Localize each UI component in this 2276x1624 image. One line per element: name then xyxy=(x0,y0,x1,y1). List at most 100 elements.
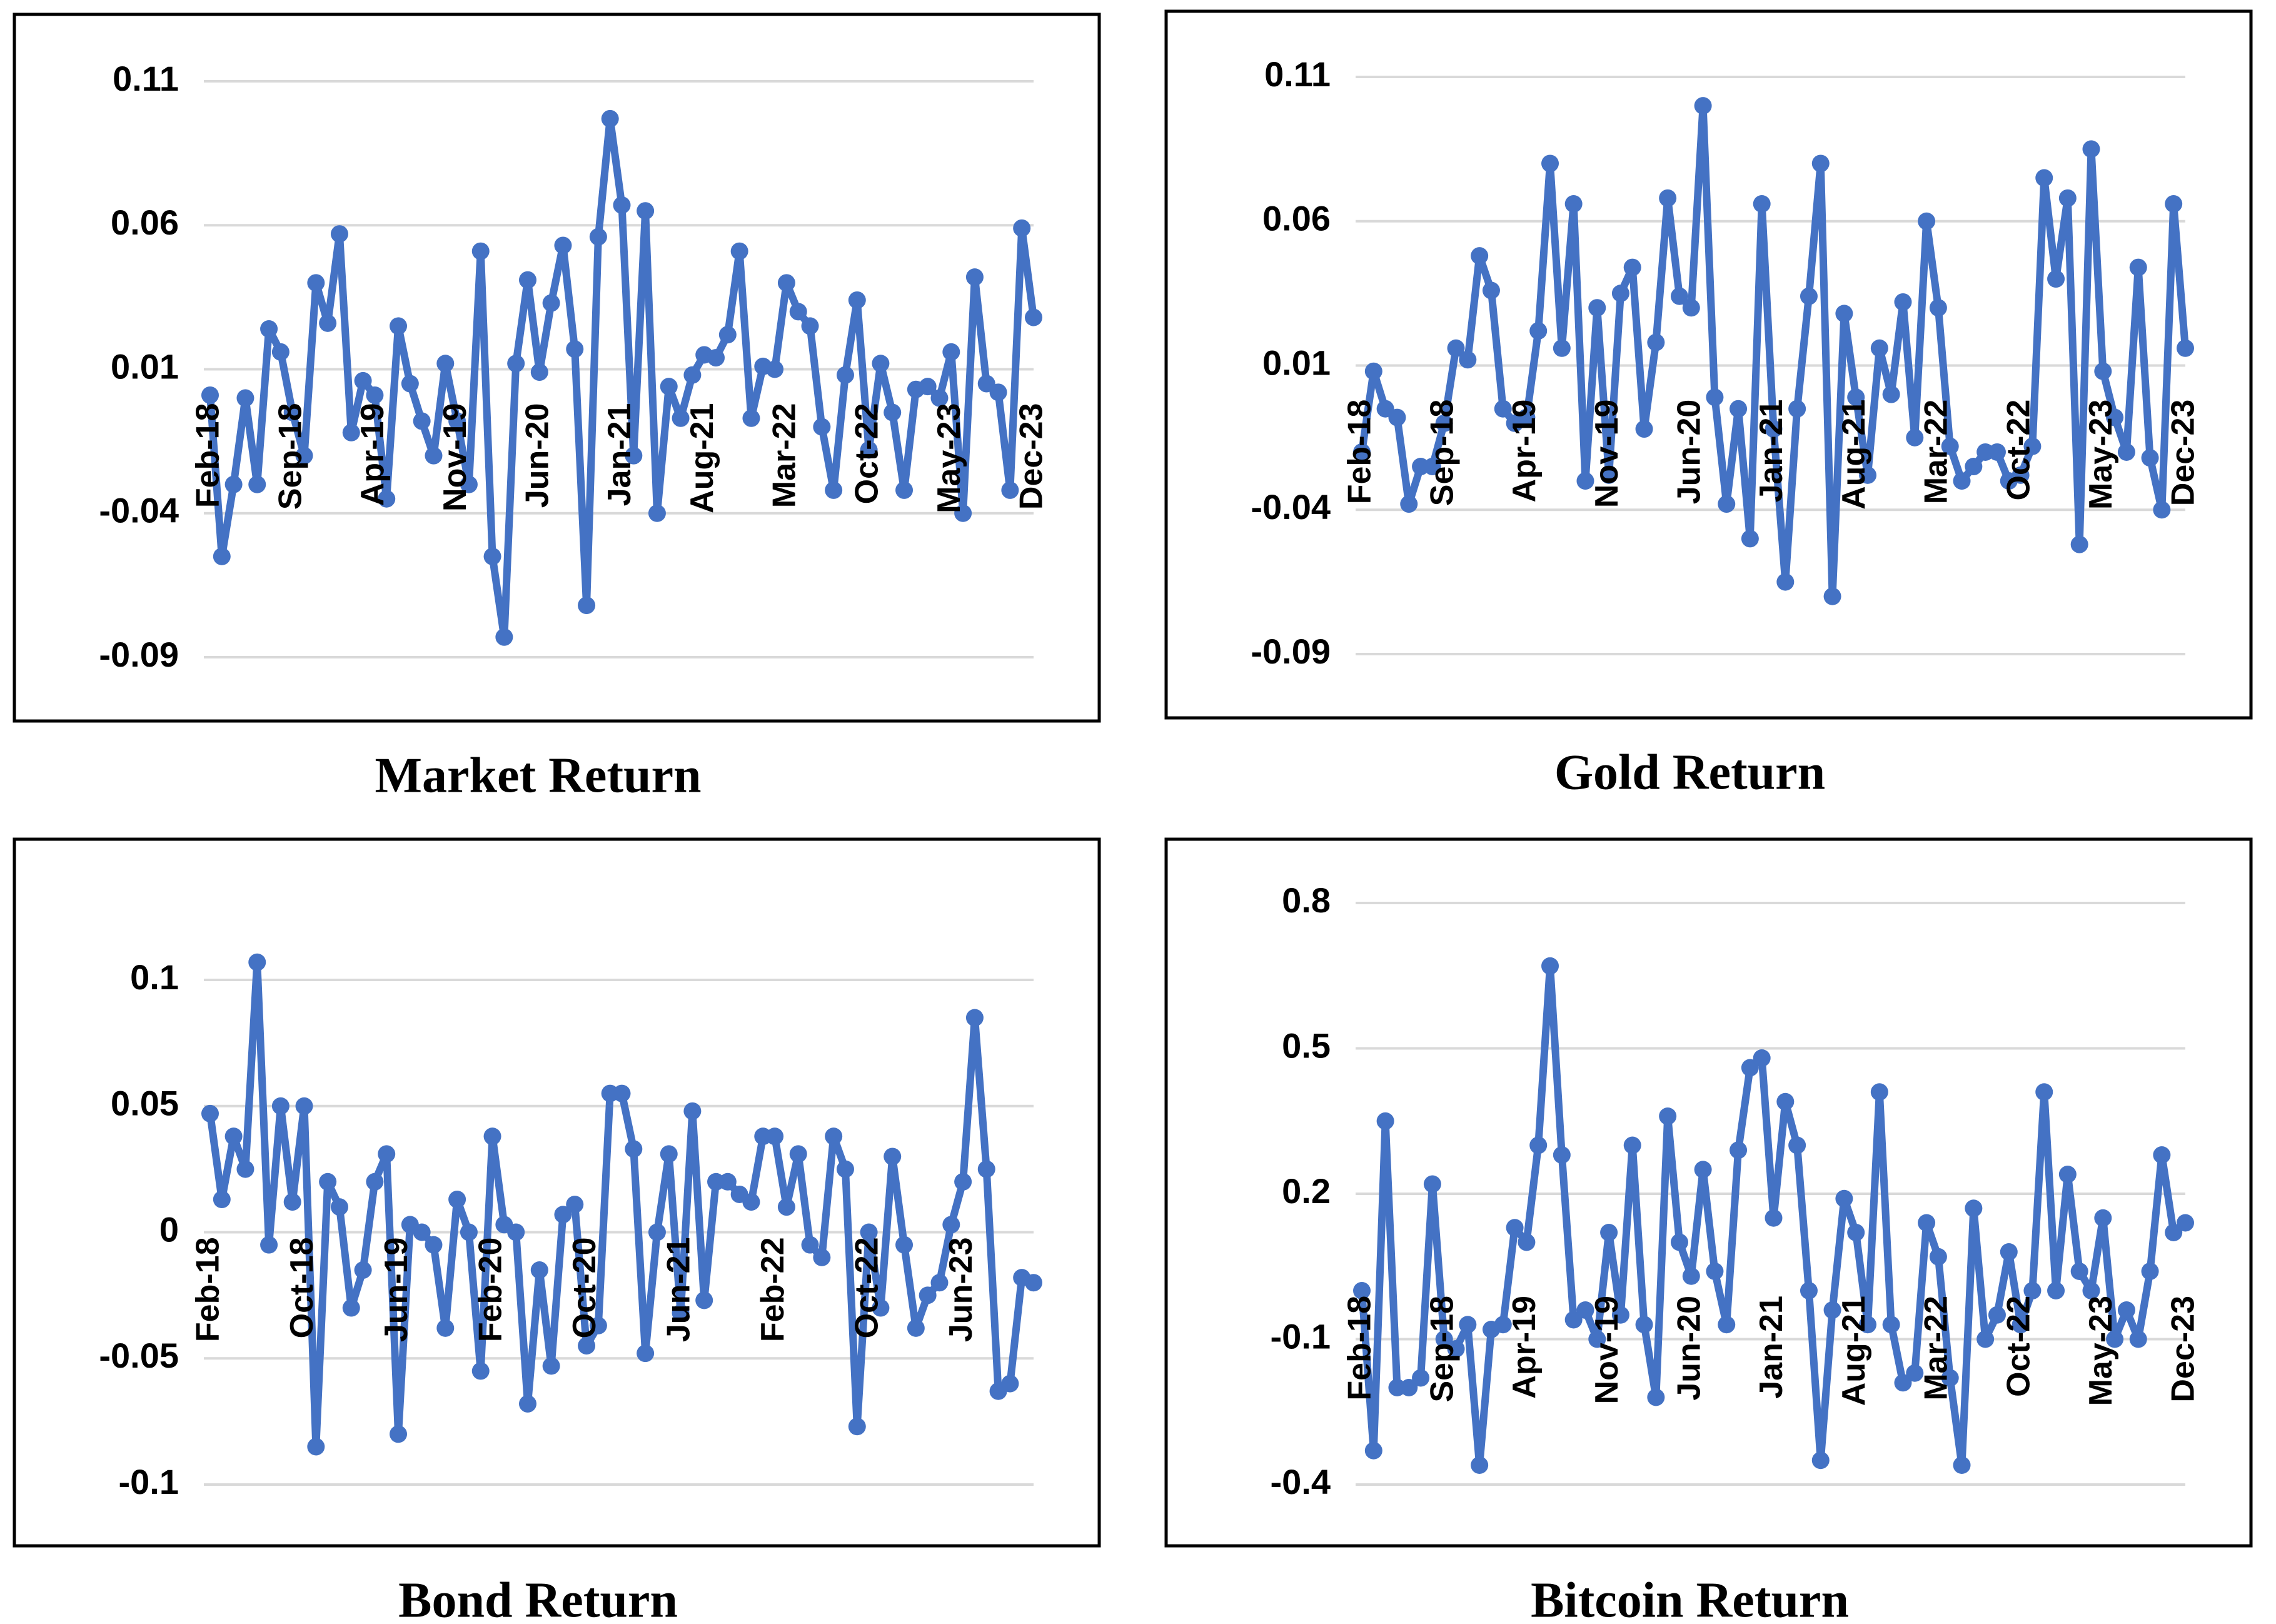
chart-panel: 0.11 0.06 0.01 -0.04 -0.09 Feb-18 Sep-18 Apr-19… xyxy=(1164,9,2253,720)
x-tick-label: May-23 xyxy=(931,403,967,513)
data-point xyxy=(1776,1092,1795,1111)
y-tick-label: 0.11 xyxy=(1264,54,1331,94)
data-point xyxy=(718,1173,737,1191)
data-point xyxy=(1788,1136,1806,1154)
data-point xyxy=(919,378,937,396)
data-point xyxy=(578,1337,596,1355)
data-point xyxy=(378,490,396,508)
data-point xyxy=(1765,1209,1783,1227)
y-tick-label: 0.06 xyxy=(1262,199,1331,238)
data-point xyxy=(530,363,548,381)
chart-panel: 0.1 0.05 0 -0.05 -0.1 Feb-18 Oct-18 Jun-19 Feb-2… xyxy=(13,837,1101,1548)
data-point xyxy=(1400,495,1418,513)
data-point xyxy=(1541,957,1559,975)
data-point xyxy=(2035,1083,2053,1101)
data-point xyxy=(1870,339,1888,357)
data-point xyxy=(530,1261,548,1279)
data-point xyxy=(1435,1330,1453,1348)
data-point xyxy=(366,1173,384,1191)
data-point xyxy=(2106,1330,2124,1348)
data-point xyxy=(1471,1456,1489,1474)
chart-title: Gold Return xyxy=(1554,745,1825,800)
data-point xyxy=(2129,1330,2147,1348)
data-point xyxy=(2177,339,2194,357)
data-point xyxy=(1953,1456,1971,1474)
data-point xyxy=(1859,1316,1877,1334)
data-point xyxy=(1518,1233,1536,1251)
data-point xyxy=(2070,1263,2088,1280)
data-point xyxy=(884,1147,902,1166)
data-point xyxy=(860,441,878,459)
data-point xyxy=(283,403,301,421)
data-point xyxy=(989,383,1007,401)
data-point xyxy=(2035,169,2053,187)
data-point xyxy=(942,343,960,361)
data-point xyxy=(2094,362,2112,380)
data-point xyxy=(660,1145,678,1163)
data-point xyxy=(248,953,266,971)
y-tick-label: 0.01 xyxy=(111,346,179,386)
data-point xyxy=(213,547,231,565)
x-tick-label: Jan-21 xyxy=(1753,1296,1790,1399)
data-point xyxy=(1894,1374,1912,1392)
data-point xyxy=(248,475,266,493)
data-point xyxy=(718,326,737,344)
x-tick-label: Dec-23 xyxy=(1014,403,1050,510)
data-point xyxy=(213,1191,231,1209)
data-point xyxy=(518,1395,536,1413)
data-point xyxy=(825,481,843,499)
data-point xyxy=(425,446,443,465)
data-point xyxy=(1670,1233,1688,1251)
data-point xyxy=(201,1104,219,1122)
data-point xyxy=(1001,481,1019,499)
x-tick-label: Jan-21 xyxy=(602,403,638,507)
data-point xyxy=(495,628,513,646)
x-tick-label: Mar-22 xyxy=(1918,1296,1955,1401)
data-point xyxy=(1788,400,1806,418)
chart-title: Bitcoin Return xyxy=(1531,1573,1849,1624)
data-point xyxy=(330,1198,348,1216)
data-point xyxy=(413,412,431,430)
data-point xyxy=(1776,573,1795,591)
data-point xyxy=(1906,428,1924,446)
data-point xyxy=(1859,466,1877,484)
data-point xyxy=(236,1160,254,1178)
data-point xyxy=(319,314,337,332)
data-point xyxy=(930,1274,949,1292)
data-point xyxy=(2000,1243,2018,1261)
x-tick-label: Oct-22 xyxy=(2000,400,2037,501)
data-point xyxy=(1894,293,1912,311)
data-point xyxy=(1600,1224,1618,1241)
data-point xyxy=(271,1097,290,1115)
x-tick-label: Feb-22 xyxy=(755,1238,791,1343)
data-point xyxy=(542,294,560,312)
data-point xyxy=(1435,414,1453,432)
x-tick-label: Oct-22 xyxy=(848,403,885,505)
chart-panel: 0.11 0.06 0.01 -0.04 -0.09 Feb-18 Sep-18 Apr-19… xyxy=(13,13,1101,723)
data-point xyxy=(448,412,466,430)
x-tick-label: Jun-20 xyxy=(520,403,556,508)
data-point xyxy=(2058,189,2077,207)
data-point xyxy=(872,355,890,373)
data-point xyxy=(1459,1316,1477,1334)
data-point xyxy=(2023,437,2042,455)
data-point xyxy=(1588,1330,1606,1348)
x-tick-label: Feb-18 xyxy=(190,1238,226,1343)
data-point xyxy=(884,403,902,421)
data-point xyxy=(965,268,984,286)
data-point xyxy=(578,597,596,615)
y-tick-label: -0.04 xyxy=(99,491,179,530)
data-point xyxy=(1494,1316,1512,1334)
data-point xyxy=(1765,420,1783,438)
y-tick-label: 0.05 xyxy=(111,1084,179,1123)
data-point xyxy=(1800,1282,1818,1299)
data-point xyxy=(1459,351,1477,369)
data-point xyxy=(1718,1316,1736,1334)
data-point xyxy=(1635,420,1653,438)
data-point xyxy=(224,475,243,493)
data-point xyxy=(2082,1282,2100,1299)
data-point xyxy=(1941,437,1959,455)
x-tick-label: Jan-21 xyxy=(1753,400,1790,503)
data-point xyxy=(1929,1248,1947,1266)
data-point xyxy=(2023,1282,2042,1299)
